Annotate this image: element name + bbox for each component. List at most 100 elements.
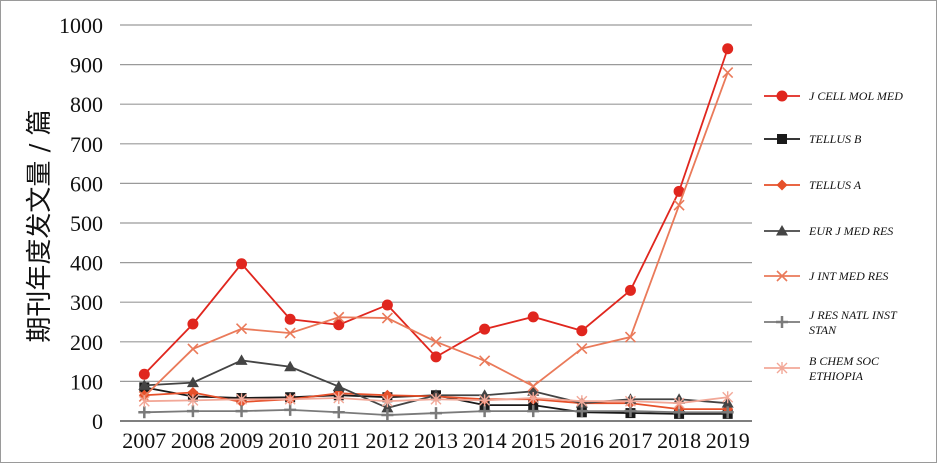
y-tick-label: 200 xyxy=(70,330,103,355)
data-point xyxy=(187,386,199,398)
data-point xyxy=(284,393,296,406)
series-0 xyxy=(138,43,734,380)
data-point xyxy=(138,406,151,419)
y-tick-label: 700 xyxy=(70,132,103,157)
data-point xyxy=(430,393,442,406)
y-axis-label: 期刊年度发文量 / 篇 xyxy=(25,109,55,342)
y-tick-label: 900 xyxy=(70,53,103,78)
legend-label: J INT MED RES xyxy=(809,269,888,283)
data-point xyxy=(776,270,788,282)
x-tick-label: 2017 xyxy=(608,428,652,453)
data-point xyxy=(381,299,393,311)
data-point xyxy=(332,380,345,392)
data-point xyxy=(430,351,442,363)
data-point xyxy=(776,90,788,102)
x-tick-label: 2007 xyxy=(122,428,166,453)
data-point xyxy=(527,385,540,396)
data-point xyxy=(138,395,150,408)
y-tick-label: 0 xyxy=(92,409,103,434)
data-point xyxy=(138,379,151,390)
data-point xyxy=(186,376,199,388)
x-tick-label: 2013 xyxy=(414,428,458,453)
x-tick-label: 2016 xyxy=(560,428,604,453)
data-point xyxy=(333,392,345,405)
series-4 xyxy=(138,66,734,403)
legend-label: EUR J MED RES xyxy=(808,224,893,238)
x-tick-label: 2015 xyxy=(511,428,555,453)
data-point xyxy=(576,342,588,355)
data-point xyxy=(235,405,248,418)
data-point xyxy=(527,392,539,405)
y-tick-label: 500 xyxy=(70,211,103,236)
data-point xyxy=(673,397,685,410)
data-point xyxy=(235,323,248,335)
data-point xyxy=(479,323,491,335)
legend: J CELL MOL MED TELLUS B TELLUS A EUR J MED … xyxy=(764,89,903,383)
data-point xyxy=(673,199,685,211)
data-point xyxy=(479,355,491,367)
y-tick-label: 1000 xyxy=(59,13,103,38)
legend-label: ETHIOPIA xyxy=(808,369,864,383)
data-point xyxy=(284,327,296,339)
data-point xyxy=(430,336,442,348)
data-point xyxy=(381,409,394,422)
data-point xyxy=(138,368,150,380)
data-point xyxy=(624,395,636,408)
x-tick-label: 2018 xyxy=(657,428,701,453)
data-point xyxy=(527,405,540,418)
y-tick-label: 100 xyxy=(70,369,103,394)
legend-label: STAN xyxy=(809,323,837,337)
y-tick-label: 600 xyxy=(70,171,103,196)
data-point xyxy=(673,185,685,197)
legend-label: TELLUS B xyxy=(809,132,862,146)
data-point xyxy=(236,258,248,270)
data-point xyxy=(624,284,636,296)
data-point xyxy=(236,393,248,406)
data-point xyxy=(430,407,442,420)
data-point xyxy=(776,316,788,328)
x-tick-label: 2019 xyxy=(706,428,750,453)
series-5 xyxy=(138,403,734,422)
data-point xyxy=(381,312,393,324)
data-point xyxy=(284,360,297,372)
series-group xyxy=(138,43,734,422)
legend-label: J RES NATL INST xyxy=(809,308,898,322)
data-point xyxy=(722,66,734,79)
data-point xyxy=(576,395,588,408)
data-point xyxy=(235,354,248,365)
data-point xyxy=(187,343,199,355)
x-axis-ticks: 2007 2008 2009 2010 2011 2012 2013 2014 2015 2016… xyxy=(122,428,749,453)
data-point xyxy=(777,134,787,144)
legend-label: TELLUS A xyxy=(809,178,862,192)
data-point xyxy=(576,325,588,337)
x-tick-label: 2009 xyxy=(220,428,264,453)
data-point xyxy=(776,362,788,374)
series-line xyxy=(143,72,729,398)
data-point xyxy=(624,331,637,343)
x-tick-label: 2008 xyxy=(171,428,215,453)
data-point xyxy=(284,403,297,416)
data-point xyxy=(333,311,345,323)
legend-item: EUR J MED RES xyxy=(764,224,893,238)
legend-label: B CHEM SOC xyxy=(809,354,880,368)
y-axis-ticks: 0 100 200 300 400 500 600 700 800 900 1000 xyxy=(59,13,103,434)
data-point xyxy=(527,311,539,323)
data-point xyxy=(284,313,296,325)
legend-item: J INT MED RES xyxy=(764,269,888,283)
series-line xyxy=(143,48,729,375)
data-point xyxy=(527,380,539,392)
data-point xyxy=(721,406,734,419)
data-point xyxy=(722,391,734,404)
x-tick-label: 2014 xyxy=(463,428,507,453)
data-point xyxy=(186,405,199,418)
series-6 xyxy=(138,391,734,410)
y-tick-label: 400 xyxy=(70,251,103,276)
data-point xyxy=(332,406,345,419)
data-point xyxy=(478,405,491,418)
x-tick-label: 2011 xyxy=(317,428,360,453)
legend-item: TELLUS A xyxy=(764,178,862,192)
legend-item: J CELL MOL MED xyxy=(764,89,903,103)
